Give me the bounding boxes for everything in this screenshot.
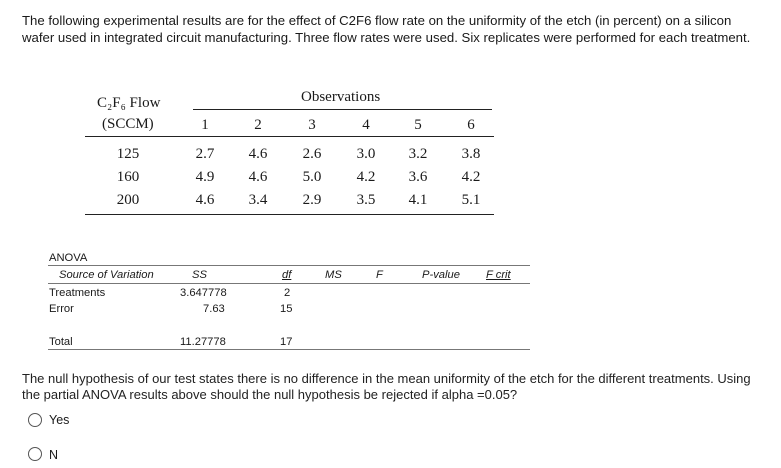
ss-treatments: 3.647778 <box>180 287 227 299</box>
table-cell: 4.2 <box>356 169 376 185</box>
table-cell: 3.0 <box>356 146 376 162</box>
table-row-flow: 200 <box>116 192 140 208</box>
row-label-treatments: Treatments <box>49 287 106 299</box>
table-cell: 4.9 <box>195 169 215 185</box>
observations-rule <box>193 109 492 110</box>
col-header-source: Source of Variation <box>59 269 154 281</box>
table-cell: 4.6 <box>195 192 215 208</box>
df-error: 15 <box>280 303 293 315</box>
obs-col-3: 3 <box>308 117 316 133</box>
table-cell: 5.0 <box>302 169 322 185</box>
ss-error: 7.63 <box>203 303 225 315</box>
row-label-error: Error <box>49 303 74 315</box>
radio-yes[interactable] <box>28 413 42 427</box>
obs-col-5: 5 <box>414 117 422 133</box>
radio-no[interactable] <box>28 447 42 461</box>
table-row-flow: 160 <box>116 169 140 185</box>
table-cell: 3.8 <box>461 146 481 162</box>
table-cell: 3.6 <box>408 169 428 185</box>
anova-bottom-rule <box>48 349 530 350</box>
col-header-df: df <box>282 269 292 281</box>
df-total: 17 <box>280 336 293 348</box>
df-treatments: 2 <box>284 287 291 299</box>
col-header-ss: SS <box>192 269 207 281</box>
anova-top-rule <box>48 265 530 266</box>
anova-header-rule <box>48 283 530 284</box>
obs-col-6: 6 <box>467 117 475 133</box>
table-cell: 4.2 <box>461 169 481 185</box>
option-label-no[interactable]: N <box>49 448 59 462</box>
table-cell: 3.4 <box>248 192 268 208</box>
question-text: The null hypothesis of our test states t… <box>22 371 751 402</box>
col-header-fcrit: F crit <box>486 269 511 281</box>
row-label-total: Total <box>49 336 73 348</box>
obs-col-4: 4 <box>362 117 370 133</box>
option-label-yes[interactable]: Yes <box>49 413 70 427</box>
obs-col-1: 1 <box>201 117 209 133</box>
col-header-f: F <box>376 269 383 281</box>
table-cell: 4.1 <box>408 192 428 208</box>
table-cell: 3.2 <box>408 146 428 162</box>
anova-title: ANOVA <box>49 252 88 264</box>
header-rule <box>85 136 494 137</box>
table-cell: 2.6 <box>302 146 322 162</box>
table-cell: 5.1 <box>461 192 481 208</box>
intro-text: The following experimental results are f… <box>22 13 751 45</box>
flow-label: C₂F₆ Flow <box>97 95 161 111</box>
table-cell: 3.5 <box>356 192 376 208</box>
observations-header: Observations <box>301 89 381 105</box>
obs-col-2: 2 <box>254 117 262 133</box>
table-cell: 2.7 <box>195 146 215 162</box>
table-row-flow: 125 <box>116 146 140 162</box>
flow-unit-label: (SCCM) <box>102 116 154 132</box>
col-header-ms: MS <box>325 269 342 281</box>
table-cell: 2.9 <box>302 192 322 208</box>
table-cell: 4.6 <box>248 169 268 185</box>
table-cell: 4.6 <box>248 146 268 162</box>
ss-total: 11.27778 <box>180 336 226 348</box>
col-header-pvalue: P-value <box>422 269 460 281</box>
bottom-rule <box>85 214 494 215</box>
